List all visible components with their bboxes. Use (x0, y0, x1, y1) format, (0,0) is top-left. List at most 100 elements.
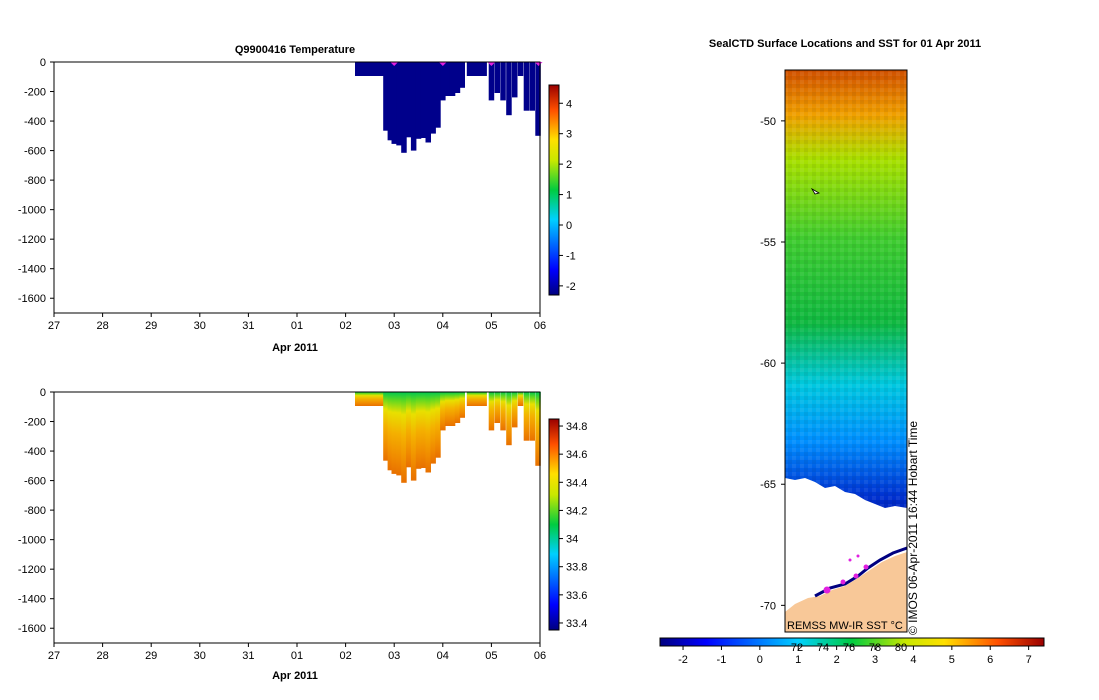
profile-column (476, 62, 482, 76)
profile-column (383, 392, 389, 461)
x-tick-label: 31 (242, 320, 254, 332)
y-tick-label: -1000 (18, 535, 46, 547)
profile-column (415, 392, 422, 469)
profile-column (430, 62, 436, 134)
profile-column (440, 392, 446, 431)
profile-column (420, 392, 427, 468)
x-tick-label: 04 (437, 650, 449, 662)
profile-column (369, 62, 376, 76)
profile-column (449, 62, 456, 96)
profile-column (523, 392, 530, 441)
colorbar-tick-label: 3 (872, 654, 878, 666)
profile-column (359, 62, 366, 76)
temperature-title: Q9900416 Temperature (235, 44, 355, 56)
colorbar-tick-label: -2 (566, 281, 576, 293)
y-tick-label: -200 (24, 87, 46, 99)
x-tick-label: 27 (48, 320, 60, 332)
lat-tick-label: -70 (760, 600, 776, 612)
profile-column (506, 392, 512, 446)
temperature-y-axis: 0 -200 -400 -600 -800 -1000 -1200 -1400 -1600 (18, 57, 54, 305)
profile-column (387, 392, 394, 471)
salinity-profiles (355, 392, 541, 483)
colorbar-tick-label: -1 (717, 654, 727, 666)
profile-column (517, 62, 524, 76)
profile-column (454, 62, 461, 93)
profile-column (529, 392, 535, 441)
y-tick-label: -200 (24, 417, 46, 429)
colorbar-tick-label: 33.6 (566, 590, 587, 602)
salinity-panel: 0 -200 -400 -600 -800 -1000 -1200 -1400 -1600 27… (18, 387, 588, 682)
colorbar-tick-label: 34.4 (566, 477, 587, 489)
profile-column (435, 62, 441, 128)
profile-column (406, 62, 412, 138)
colorbar-tick-label: 2 (566, 159, 572, 171)
profile-column (512, 392, 518, 428)
colorbar-tick-label: 3 (566, 129, 572, 141)
x-tick-label: 03 (388, 320, 400, 332)
seal-location-marker (856, 554, 860, 558)
profile-column (523, 62, 530, 111)
profile-column (379, 392, 385, 406)
colorbar-tick-label: 6 (987, 654, 993, 666)
profile-column (494, 62, 500, 93)
y-tick-label: 0 (40, 57, 46, 69)
seal-location-marker (840, 579, 846, 585)
y-tick-label: -1000 (18, 205, 46, 217)
profile-column (459, 392, 465, 418)
profile-column (359, 392, 366, 406)
profile-column (396, 392, 402, 476)
x-tick-label: 28 (96, 650, 108, 662)
x-tick-label: 01 (291, 320, 303, 332)
profile-column (387, 62, 394, 141)
colorbar-tick-label: 7 (1026, 654, 1032, 666)
profile-column (374, 62, 380, 76)
salinity-y-axis: 0 -200 -400 -600 -800 -1000 -1200 -1400 -1600 (18, 387, 54, 635)
x-tick-label: 06 (534, 320, 546, 332)
profile-column (401, 392, 407, 483)
profile-column (401, 62, 407, 153)
profile-column (435, 392, 441, 458)
y-tick-label: -1200 (18, 564, 46, 576)
profile-column (440, 62, 446, 101)
colorbar-tick-label: -2 (678, 654, 688, 666)
profile-column (471, 62, 478, 76)
x-tick-label: 03 (388, 650, 400, 662)
temperature-panel: Q9900416 Temperature 0 -200 -400 -600 -800 -1… (18, 44, 576, 354)
colorbar-tick-label: -1 (566, 250, 576, 262)
sst-colorbar (659, 637, 1045, 647)
salinity-plot-frame (53, 391, 541, 644)
profile-column (379, 62, 385, 76)
seal-location-marker (863, 564, 869, 570)
profile-column (410, 62, 417, 151)
seal-location-marker (823, 586, 831, 594)
profile-column (383, 62, 389, 131)
profile-column (488, 62, 495, 101)
sst-colorbar-ticks: -2 -1 0 1 2 3 4 5 6 7 72 74 76 78 80 (678, 642, 1032, 666)
colorbar-tick-label: 33.4 (566, 618, 587, 630)
profile-column (410, 392, 417, 481)
colorbar-tick-label: 34.8 (566, 421, 587, 433)
profile-column (406, 392, 412, 468)
profile-column (535, 62, 541, 136)
y-tick-label: -600 (24, 476, 46, 488)
seal-location-marker (853, 573, 859, 579)
profile-column (355, 62, 361, 76)
profile-column (391, 62, 397, 144)
colorbar-tick-label: 4 (566, 98, 572, 110)
x-tick-label: 02 (339, 320, 351, 332)
profile-marker (390, 62, 399, 66)
profile-column (535, 392, 541, 466)
profile-column (481, 62, 487, 76)
lat-tick-label: -55 (760, 237, 776, 249)
profile-column (512, 62, 518, 98)
colorbar-tick-label: 0 (566, 220, 572, 232)
x-tick-label: 27 (48, 650, 60, 662)
profile-marker (534, 62, 543, 66)
colorbar-tick-label: 5 (949, 654, 955, 666)
x-tick-label: 30 (194, 650, 206, 662)
profile-column (488, 392, 495, 431)
profile-column (374, 392, 380, 406)
x-tick-label: 28 (96, 320, 108, 332)
profile-column (471, 392, 478, 406)
antarctica-land (785, 552, 907, 632)
